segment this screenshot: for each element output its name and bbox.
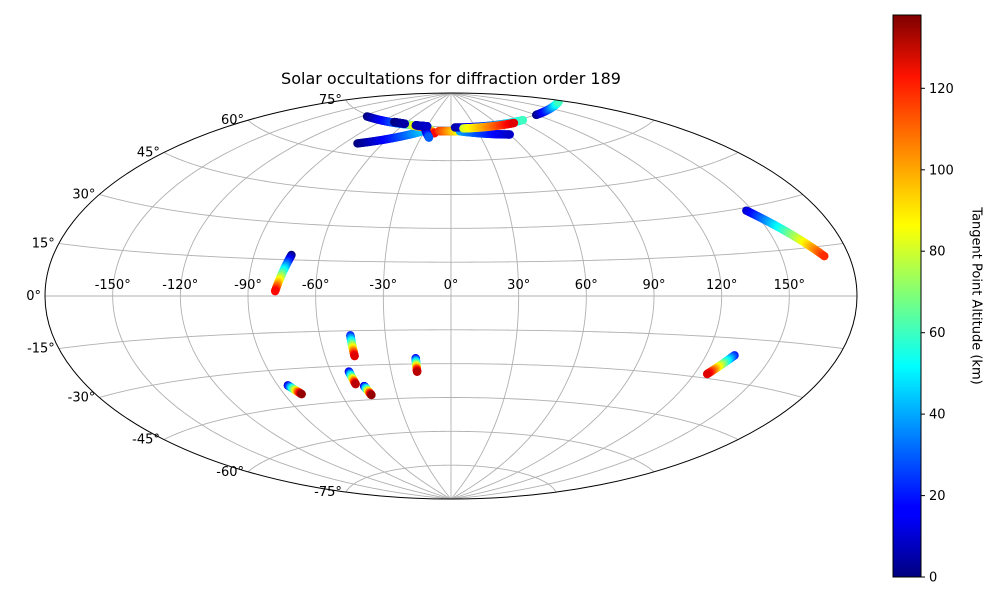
latitude-tick-label: -45°: [132, 433, 160, 448]
colorbar-tick-label: 80: [929, 245, 946, 260]
data-point: [351, 379, 360, 389]
parallel-line: [345, 464, 557, 493]
data-points: [270, 97, 829, 400]
data-point: [424, 133, 434, 142]
chart-title: Solar occultations for diffraction order…: [281, 69, 621, 88]
grid: [45, 93, 857, 499]
longitude-tick-label: -60°: [302, 278, 330, 293]
colorbar: [892, 14, 922, 578]
latitude-tick-label: 0°: [26, 289, 41, 304]
data-point: [400, 119, 410, 128]
data-point: [505, 130, 514, 139]
colorbar-tick-label: 100: [929, 163, 954, 178]
longitude-tick-labels: -150° -120° -90° -60° -30° 0° 30° 60° 90° 120° 150…: [95, 278, 805, 293]
colorbar-ticks: 0 20 40 60 80 100 120: [921, 82, 954, 586]
longitude-tick-label: 0°: [444, 278, 459, 293]
data-point: [518, 115, 528, 125]
longitude-tick-label: -150°: [95, 278, 131, 293]
latitude-tick-label: -75°: [314, 485, 342, 500]
parallel-line: [247, 430, 655, 473]
longitude-tick-label: 60°: [575, 278, 598, 293]
parallel-line: [58, 329, 844, 349]
data-point: [423, 122, 432, 131]
colorbar-tick-label: 0: [929, 571, 937, 586]
latitude-tick-label: 30°: [72, 188, 95, 203]
colorbar-tick-label: 120: [929, 82, 954, 97]
latitude-tick-label: 45°: [137, 146, 160, 161]
colorbar-tick-label: 60: [929, 326, 946, 341]
colorbar-tick-label: 20: [929, 489, 946, 504]
data-point: [509, 118, 519, 128]
data-point: [270, 286, 280, 296]
latitude-tick-label: 75°: [319, 93, 342, 108]
data-point: [702, 369, 712, 379]
longitude-tick-label: -120°: [162, 278, 198, 293]
parallel-line: [99, 363, 803, 398]
data-point: [350, 351, 359, 361]
latitude-tick-labels: 75° 60° 45° 30° 15° 0° -15° -30° -45° -60° -75°: [26, 93, 342, 500]
latitude-tick-label: 15°: [32, 237, 55, 252]
parallel-line: [247, 119, 655, 162]
data-point: [367, 390, 376, 400]
latitude-tick-label: -15°: [27, 342, 55, 357]
longitude-tick-label: 90°: [642, 278, 665, 293]
longitude-tick-label: -30°: [369, 278, 397, 293]
parallel-line: [58, 243, 844, 263]
longitude-tick-label: 150°: [774, 278, 805, 293]
data-point: [820, 251, 829, 261]
data-point: [412, 367, 422, 377]
parallel-line: [99, 194, 803, 229]
latitude-tick-label: -30°: [68, 391, 96, 406]
data-point: [554, 97, 563, 107]
map-boundary: [44, 92, 858, 500]
longitude-tick-label: -90°: [234, 278, 262, 293]
colorbar-tick-label: 40: [929, 408, 946, 423]
longitude-tick-label: 30°: [507, 278, 530, 293]
longitude-tick-label: 120°: [706, 278, 737, 293]
latitude-tick-label: 60°: [221, 113, 244, 128]
latitude-tick-label: -60°: [216, 465, 244, 480]
data-point: [297, 389, 306, 399]
colorbar-label: Tangent Point Altitude (km): [969, 206, 984, 384]
parallel-line: [163, 152, 739, 195]
parallel-line: [163, 397, 739, 440]
